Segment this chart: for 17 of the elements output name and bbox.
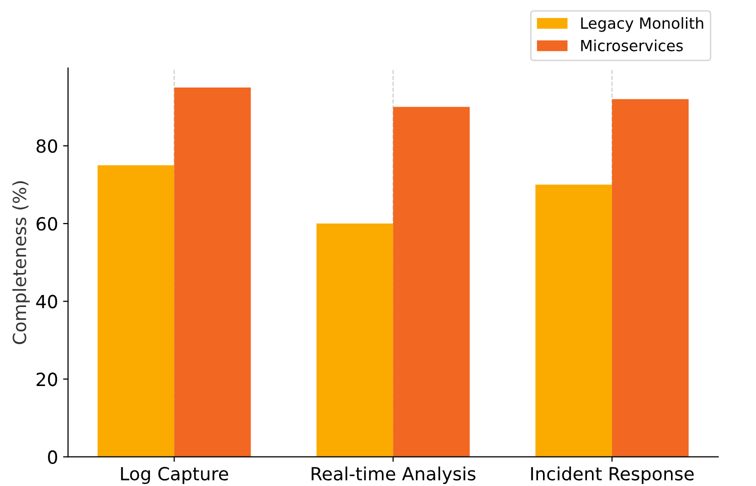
y-tick-label: 40: [36, 294, 58, 308]
y-tick-label: 60: [36, 217, 58, 231]
bar: [174, 87, 251, 457]
y-tick-label: 20: [36, 372, 58, 386]
bar: [612, 99, 689, 457]
x-tick-label: Log Capture: [121, 466, 228, 484]
bar: [98, 165, 174, 457]
y-tick-label: 80: [36, 139, 58, 153]
x-tick-label: Incident Response: [531, 466, 694, 484]
bar: [535, 184, 612, 457]
y-axis-title: Completeness (%): [12, 181, 30, 344]
bar: [316, 224, 394, 457]
x-tick-label: Real-time Analysis: [312, 466, 476, 484]
bar: [393, 106, 470, 457]
y-tick-label: 0: [48, 450, 58, 464]
legend-label: Microservices: [581, 40, 683, 52]
legend-label: Legacy Monolith: [581, 17, 704, 32]
